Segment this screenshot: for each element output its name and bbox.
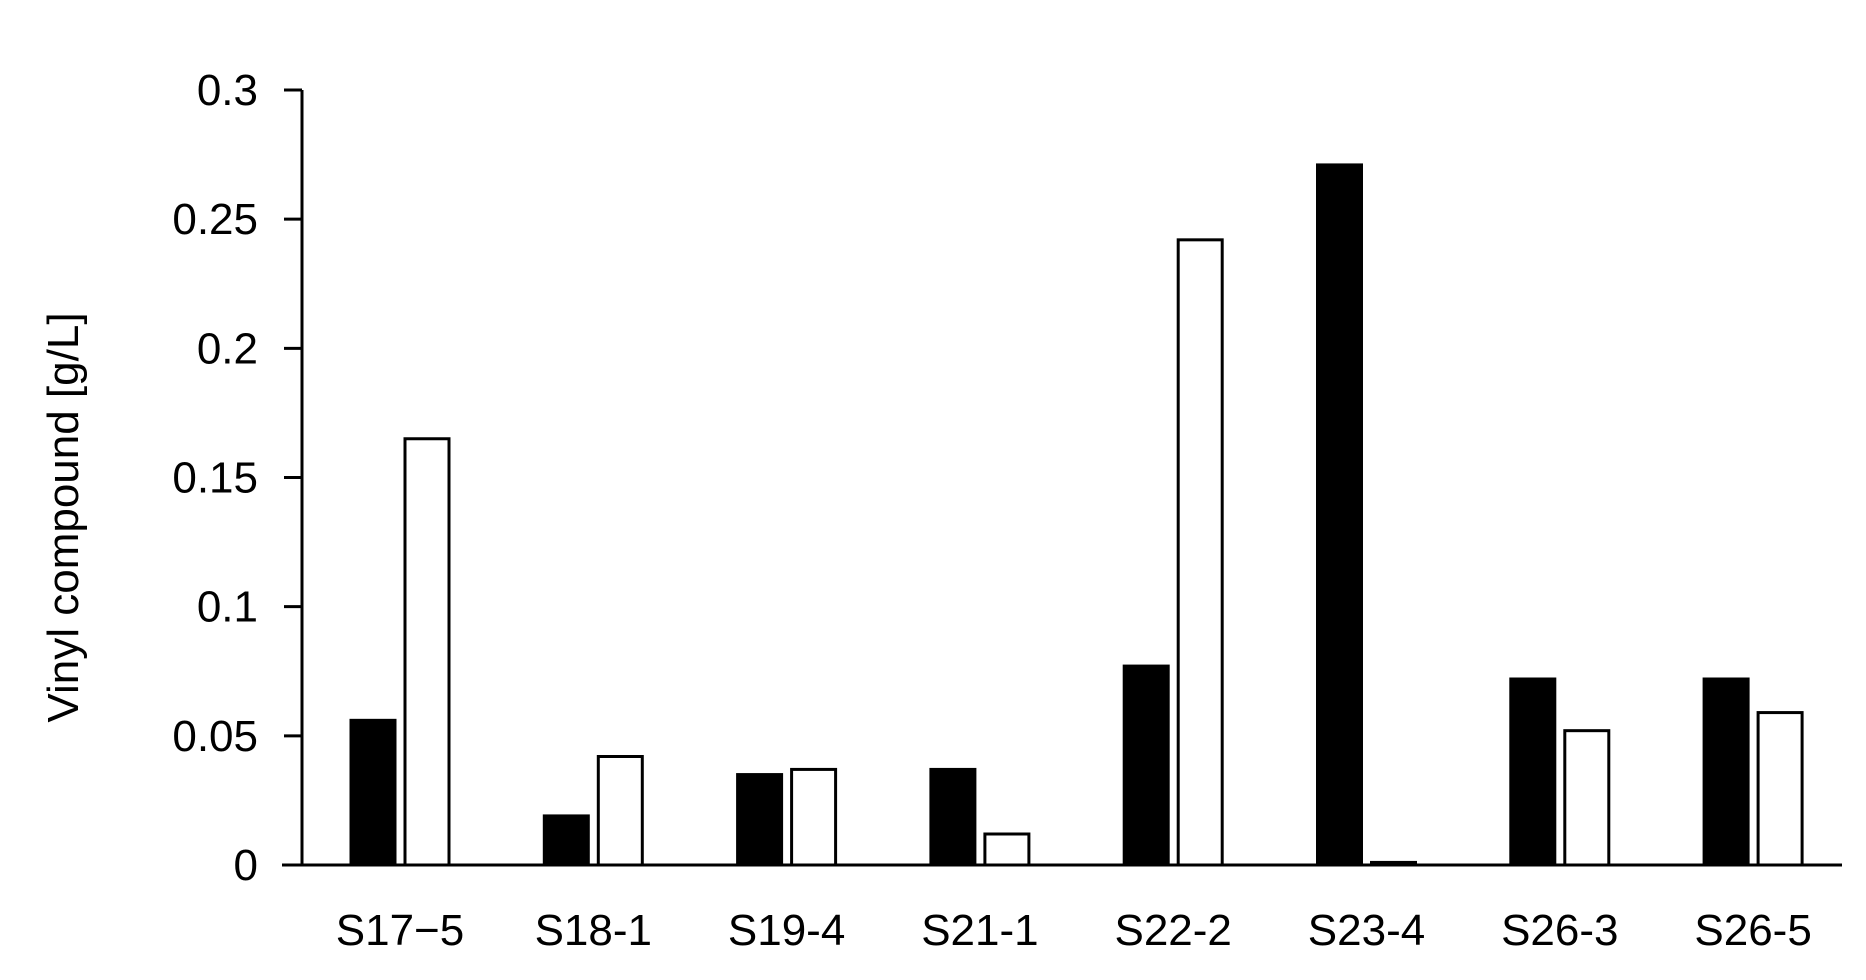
y-tick-label: 0.1 — [197, 583, 258, 632]
bar-open-1 — [596, 755, 644, 867]
y-tick-label: 0.3 — [197, 66, 258, 115]
bar-filled-5 — [1316, 163, 1363, 867]
x-category-label: S19-4 — [728, 906, 845, 955]
x-category-label: S23-4 — [1308, 906, 1425, 955]
bar-open-3 — [983, 832, 1031, 867]
bar-filled-0 — [349, 718, 397, 867]
bar-filled-1 — [542, 814, 590, 867]
x-category-label: S26-3 — [1501, 906, 1618, 955]
y-tick-label: 0.2 — [197, 324, 258, 373]
bar-open-6 — [1563, 729, 1611, 867]
bar-filled-6 — [1509, 677, 1557, 867]
bar-open-7 — [1756, 711, 1804, 867]
y-axis-ticks: 0 0.05 0.1 0.15 0.2 0.25 0.3 — [172, 66, 302, 890]
y-tick-label: 0.15 — [172, 454, 258, 503]
bar-filled-7 — [1702, 677, 1750, 867]
x-category-label: S22-2 — [1114, 906, 1231, 955]
x-axis-labels: S17−5 S18-1 S19-4 S21-1 S22-2 S23-4 S26-3 S26-5 — [336, 906, 1812, 955]
bar-filled-4 — [1122, 664, 1170, 867]
y-tick-label: 0 — [234, 841, 258, 890]
bar-open-2 — [790, 767, 838, 867]
bars — [349, 163, 1804, 867]
y-tick-label: 0.25 — [172, 195, 258, 244]
y-axis-title: Vinyl compound [g/L] — [39, 312, 88, 722]
x-category-label: S18-1 — [535, 906, 652, 955]
bar-open-0 — [403, 437, 451, 867]
bar-filled-3 — [929, 767, 977, 867]
y-tick-label: 0.05 — [172, 712, 258, 761]
bar-filled-2 — [736, 773, 784, 867]
bar-open-4 — [1176, 238, 1224, 867]
x-category-label: S17−5 — [336, 906, 464, 955]
x-category-label: S21-1 — [921, 906, 1038, 955]
x-category-label: S26-5 — [1694, 906, 1811, 955]
